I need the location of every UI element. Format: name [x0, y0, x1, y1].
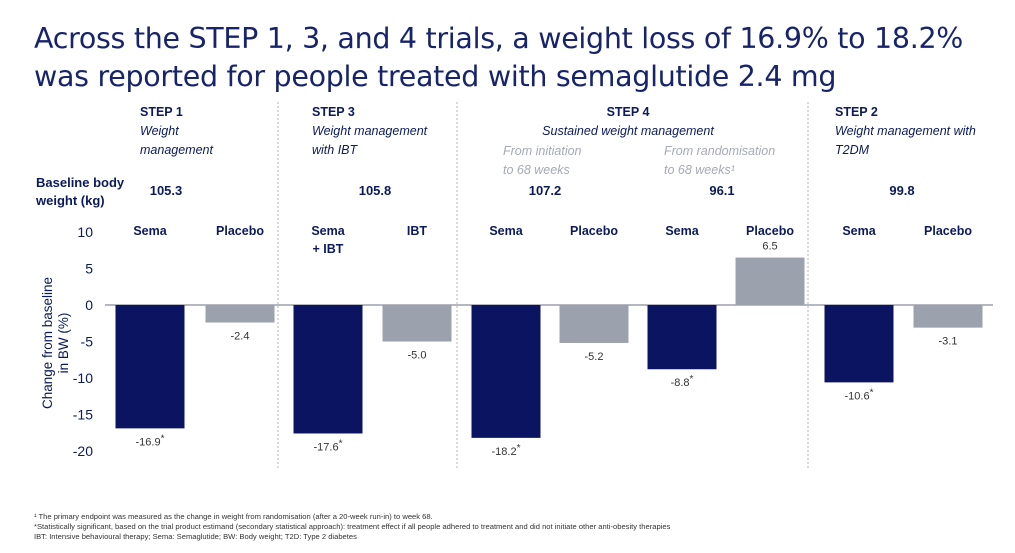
y-tick-label: 10 — [77, 224, 93, 240]
footnote-2: *Statistically significant, based on the… — [34, 522, 671, 531]
bar-category-label: Placebo — [924, 224, 972, 238]
bar-sema — [824, 305, 894, 383]
trial-description: Weight management with IBT — [312, 124, 428, 157]
bar-value-label: 6.5 — [762, 241, 777, 253]
bar-value-label: -10.6* — [845, 387, 874, 402]
trial-name-step-4: STEP 4 — [607, 105, 650, 119]
trial-description: Weight management — [140, 124, 213, 157]
y-axis-title: Change from baselinein BW (%) — [40, 277, 71, 409]
baseline-weight-label: Baseline body weight (kg) — [35, 175, 125, 208]
bar-placebo — [382, 305, 452, 342]
bar-placebo — [205, 305, 275, 323]
trial-name-step-3: STEP 3 — [312, 105, 355, 119]
bar-category-label: Placebo — [216, 224, 264, 238]
bar-category-label: Sema — [842, 224, 876, 238]
bar-category-label: Sema — [665, 224, 699, 238]
footnote-1: ¹ The primary endpoint was measured as t… — [34, 512, 433, 521]
bar-value-label: -2.4 — [231, 331, 250, 343]
trial-description: Sustained weight management — [542, 124, 714, 138]
bar-category-label: Sema — [489, 224, 523, 238]
bar-value-label: -18.2* — [492, 443, 521, 458]
bar-value-label: -5.2 — [585, 351, 604, 363]
bar-value-label: -17.6* — [314, 438, 343, 453]
weight-loss-chart: 10 5 0 -5 -10 -15 -20 Change from baselinein BW… — [35, 102, 993, 470]
bar-value-label: -16.9* — [136, 433, 165, 448]
bar-placebo — [559, 305, 629, 343]
bar-category-label: Sema + IBT — [311, 224, 345, 256]
bar-value-label: -8.8* — [671, 374, 694, 389]
bar-category-label: IBT — [407, 224, 428, 238]
bar-sema — [115, 305, 185, 429]
page-title: Across the STEP 1, 3, and 4 trials, a we… — [34, 20, 1004, 96]
baseline-weight-value: 107.2 — [529, 183, 562, 198]
bar-placebo — [735, 257, 805, 305]
bar-value-label: -3.1 — [939, 336, 958, 348]
step4-subheading-initiation: From initiation to 68 weeks — [503, 144, 582, 177]
bar-sema — [293, 305, 363, 434]
bar-sema — [471, 305, 541, 438]
y-tick-label: 0 — [85, 297, 93, 313]
y-tick-label: -5 — [81, 334, 94, 350]
y-tick-label: -10 — [73, 370, 93, 386]
bar-category-label: Sema — [133, 224, 167, 238]
y-tick-label: -15 — [73, 407, 93, 423]
bar-sema — [647, 305, 717, 370]
trial-description: Weight management with T2DM — [835, 124, 976, 157]
y-tick-label: 5 — [85, 261, 93, 277]
baseline-weight-value: 105.8 — [359, 183, 392, 198]
bar-category-label: Placebo — [746, 224, 794, 238]
y-tick-label: -20 — [73, 443, 93, 459]
baseline-weight-value: 96.1 — [709, 183, 734, 198]
bar-placebo — [913, 305, 983, 328]
title-line-2: was reported for people treated with sem… — [34, 60, 837, 93]
title-line-1: Across the STEP 1, 3, and 4 trials, a we… — [34, 22, 964, 55]
step4-subheading-randomisation: From randomisation to 68 weeks¹ — [664, 144, 775, 177]
baseline-weight-value: 105.3 — [150, 183, 183, 198]
bar-category-label: Placebo — [570, 224, 618, 238]
footnote-3: IBT: Intensive behavioural therapy; Sema… — [34, 532, 357, 541]
baseline-weight-value: 99.8 — [889, 183, 914, 198]
bar-value-label: -5.0 — [408, 350, 427, 362]
trial-name-step-1: STEP 1 — [140, 105, 183, 119]
trial-name-step-2: STEP 2 — [835, 105, 878, 119]
footnotes: ¹ The primary endpoint was measured as t… — [34, 512, 1004, 542]
